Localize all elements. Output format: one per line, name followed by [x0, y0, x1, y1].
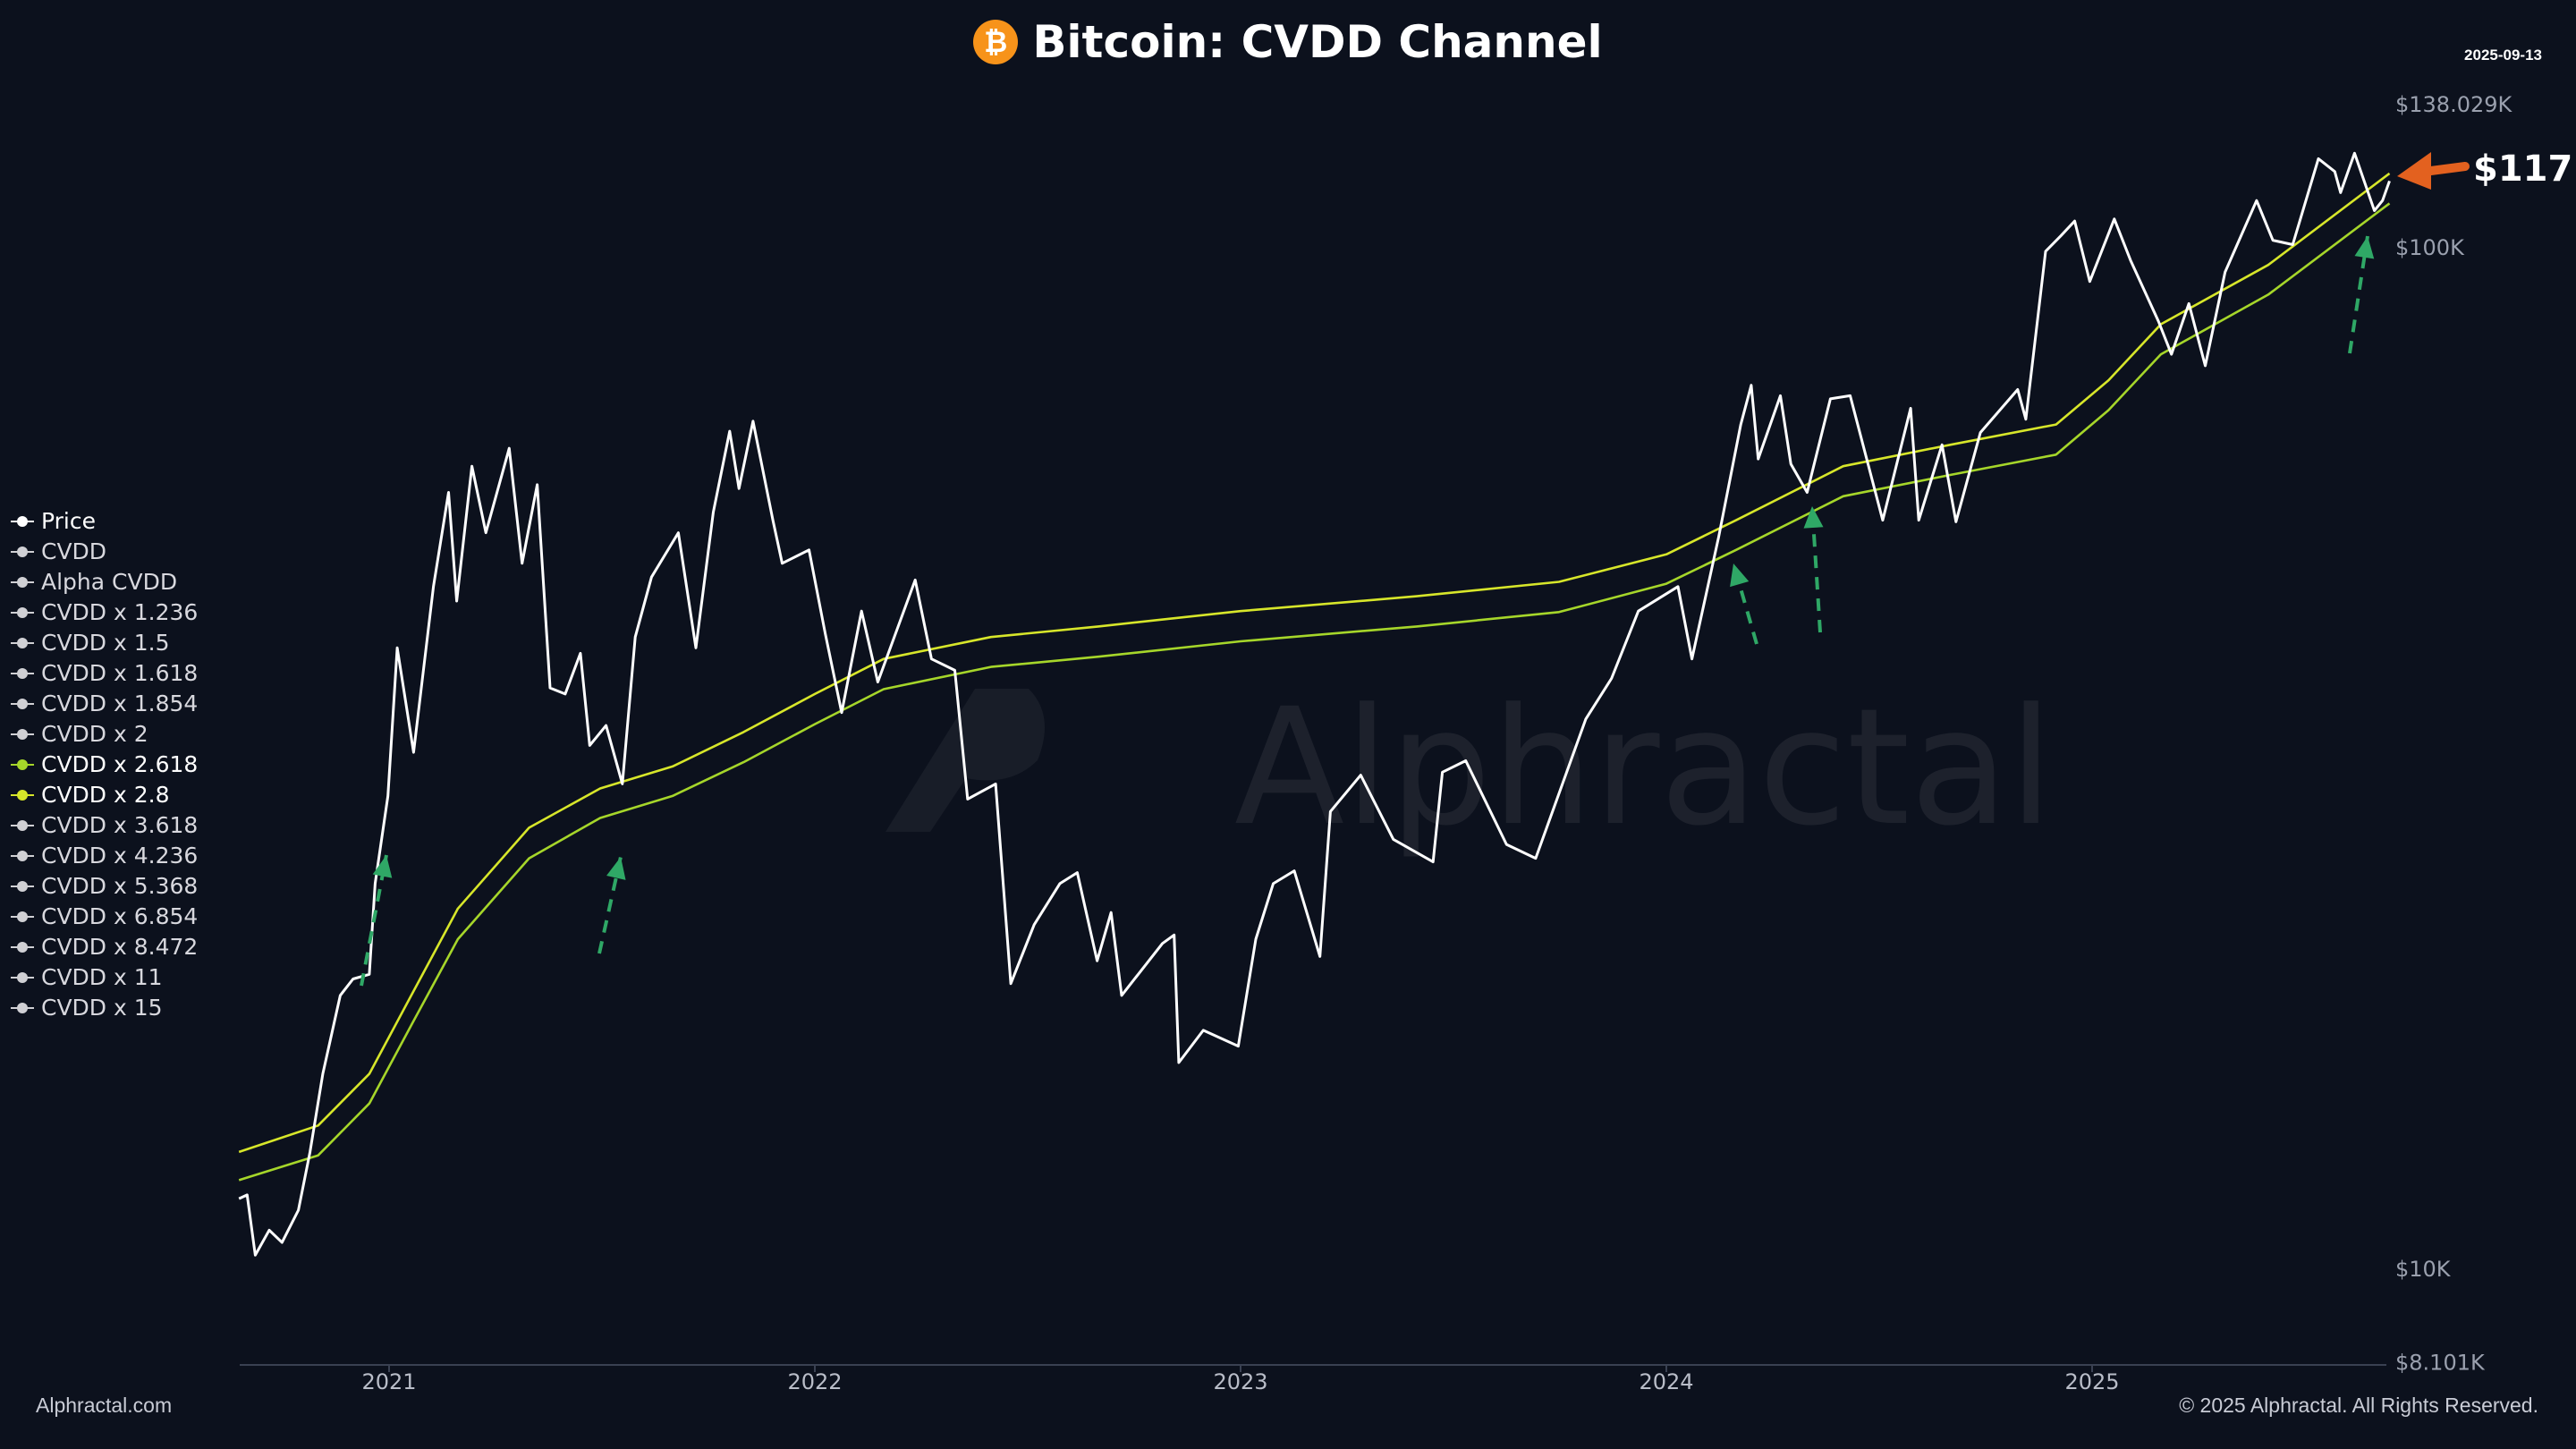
legend-marker-icon: [11, 547, 34, 557]
legend-marker-icon: [11, 790, 34, 801]
legend-marker-icon: [11, 638, 34, 648]
arrow-head-icon: [1803, 506, 1824, 529]
y-tick-label: $8.101K: [2395, 1350, 2486, 1375]
legend-item[interactable]: CVDD x 1.5: [11, 628, 198, 658]
title-text: Bitcoin: CVDD Channel: [1032, 16, 1603, 68]
legend-marker-icon: [11, 607, 34, 618]
legend-marker-icon: [11, 516, 34, 527]
legend-label: CVDD x 15: [41, 995, 163, 1021]
legend-item[interactable]: CVDD x 2.8: [11, 780, 198, 810]
legend-item[interactable]: CVDD x 15: [11, 993, 198, 1023]
watermark-logo: [886, 689, 1045, 832]
legend-item[interactable]: CVDD: [11, 537, 198, 567]
legend-marker-icon: [11, 911, 34, 922]
price-callout-label: $117K: [2473, 148, 2576, 190]
legend-label: CVDD: [41, 538, 107, 564]
support-hint-arrow: [597, 856, 623, 954]
legend-label: CVDD x 6.854: [41, 903, 199, 929]
legend-item[interactable]: CVDD x 8.472: [11, 932, 198, 962]
arrow-head-icon: [372, 855, 393, 878]
legend-marker-icon: [11, 942, 34, 953]
x-tick-label: 2024: [1639, 1369, 1693, 1394]
x-tick-label: 2023: [1213, 1369, 1267, 1394]
y-tick-label: $138.029K: [2395, 92, 2513, 117]
legend-item[interactable]: Price: [11, 506, 198, 537]
legend-label: Alpha CVDD: [41, 569, 178, 595]
legend-marker-icon: [11, 851, 34, 861]
arrow-head-icon: [2397, 152, 2431, 190]
legend-label: CVDD x 5.368: [41, 873, 199, 899]
legend-item[interactable]: CVDD x 4.236: [11, 841, 198, 871]
legend-label: CVDD x 1.618: [41, 660, 199, 686]
legend-marker-icon: [11, 759, 34, 770]
legend-item[interactable]: CVDD x 5.368: [11, 871, 198, 902]
arrow-head-icon: [1730, 564, 1750, 588]
legend-label: CVDD x 2.618: [41, 751, 199, 777]
y-tick-label: $100K: [2395, 235, 2465, 260]
legend-label: CVDD x 1.5: [41, 630, 170, 656]
legend-marker-icon: [11, 1003, 34, 1013]
legend-label: CVDD x 11: [41, 964, 163, 990]
arrow-head-icon: [2354, 236, 2375, 259]
legend-item[interactable]: Alpha CVDD: [11, 567, 198, 597]
legend-marker-icon: [11, 729, 34, 740]
legend-item[interactable]: CVDD x 3.618: [11, 810, 198, 841]
arrow-head-icon: [606, 857, 626, 880]
legend-item[interactable]: CVDD x 11: [11, 962, 198, 993]
legend-item[interactable]: CVDD x 1.236: [11, 597, 198, 628]
legend-marker-icon: [11, 577, 34, 588]
watermark-text: Alphractal: [1234, 674, 2054, 861]
legend-label: CVDD x 2: [41, 721, 148, 747]
legend-item[interactable]: CVDD x 6.854: [11, 902, 198, 932]
series-line-cvdd-x-2-8: [238, 172, 2391, 1154]
legend-marker-icon: [11, 881, 34, 892]
legend: Price CVDD Alpha CVDD CVDD x 1.236 CVDD x 1.…: [11, 506, 198, 1023]
date-label: 2025-09-13: [2464, 47, 2542, 64]
x-tick-label: 2022: [787, 1369, 842, 1394]
legend-marker-icon: [11, 820, 34, 831]
legend-item[interactable]: CVDD x 2.618: [11, 750, 198, 780]
legend-label: Price: [41, 508, 96, 534]
legend-label: CVDD x 4.236: [41, 843, 199, 869]
legend-label: CVDD x 8.472: [41, 934, 199, 960]
bitcoin-icon: ₿: [973, 19, 1019, 64]
support-hint-arrow: [360, 854, 388, 987]
footer-copyright: © 2025 Alphractal. All Rights Reserved.: [2179, 1394, 2538, 1417]
x-tick-label: 2021: [361, 1369, 416, 1394]
legend-marker-icon: [11, 972, 34, 983]
chart-title: ₿ Bitcoin: CVDD Channel: [0, 16, 2576, 68]
legend-item[interactable]: CVDD x 1.618: [11, 658, 198, 689]
legend-label: CVDD x 2.8: [41, 782, 170, 808]
legend-label: CVDD x 3.618: [41, 812, 199, 838]
legend-marker-icon: [11, 668, 34, 679]
series-line-cvdd-x-2-618: [238, 202, 2391, 1182]
footer-site: Alphractal.com: [36, 1394, 173, 1417]
series-line-price: [238, 151, 2391, 1257]
legend-marker-icon: [11, 699, 34, 709]
x-tick-label: 2025: [2064, 1369, 2119, 1394]
legend-item[interactable]: CVDD x 2: [11, 719, 198, 750]
legend-label: CVDD x 1.236: [41, 599, 199, 625]
legend-item[interactable]: CVDD x 1.854: [11, 689, 198, 719]
legend-label: CVDD x 1.854: [41, 691, 199, 716]
y-tick-label: $10K: [2395, 1257, 2452, 1282]
